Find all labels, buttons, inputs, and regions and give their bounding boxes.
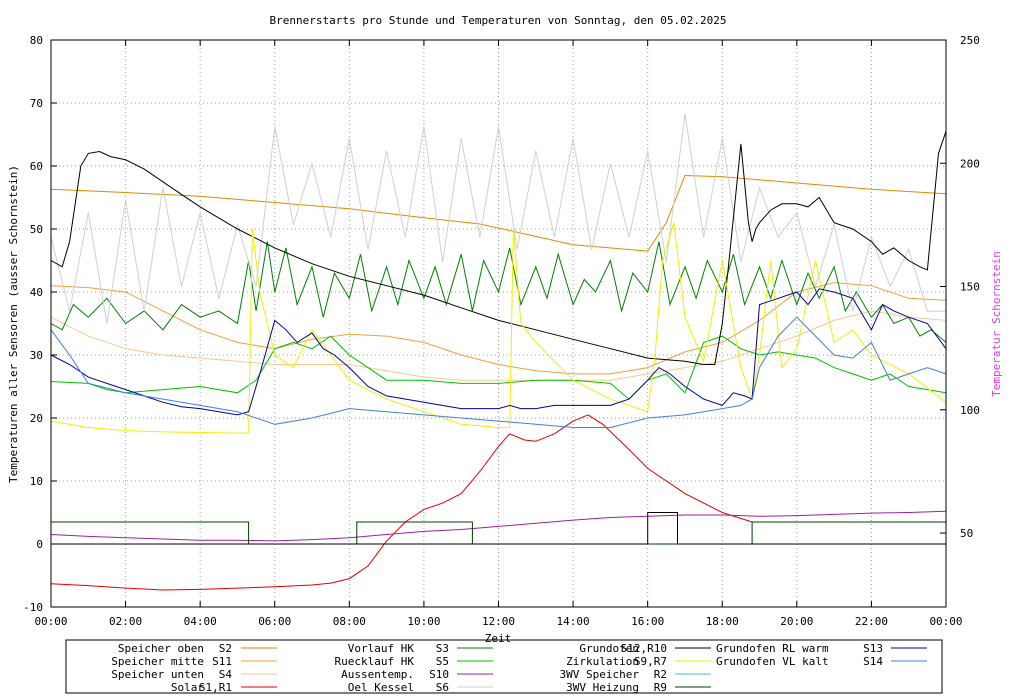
y-tick-label: 50: [30, 223, 43, 236]
y-tick-label: 30: [30, 349, 43, 362]
legend-label: 3WV Heizung: [566, 681, 639, 694]
series-line-vorlauf-hk: [50, 241, 947, 343]
y2-tick-label: 250: [960, 34, 980, 47]
chart-title: Brennerstarts pro Stunde und Temperature…: [270, 14, 727, 27]
series-line-zirkulation: [50, 222, 947, 434]
y-tick-label: 60: [30, 160, 43, 173]
legend-label: Aussentemp.: [341, 668, 414, 681]
legend-code: S13: [863, 642, 883, 655]
y-tick-label: 70: [30, 97, 43, 110]
legend: Speicher oben S2 Speicher mitte S11 Speicher…: [111, 642, 927, 694]
legend-box: [65, 639, 943, 694]
y2-tick-label: 50: [960, 527, 973, 540]
legend-label: Zirkulation: [566, 655, 639, 668]
y-tick-label: 80: [30, 34, 43, 47]
legend-label: Vorlauf HK: [348, 642, 415, 655]
series-line-3wv-speicher: [51, 512, 946, 545]
y-tick-label: 40: [30, 286, 43, 299]
legend-code: S11: [212, 655, 232, 668]
series-group: [50, 113, 947, 591]
legend-label: Grundofen: [579, 642, 639, 655]
x-tick-label: 20:00: [780, 615, 813, 628]
x-tick-label: 12:00: [482, 615, 515, 628]
x-tick-label: 08:00: [333, 615, 366, 628]
legend-code: R9: [654, 681, 667, 694]
y-tick-label: 20: [30, 412, 43, 425]
x-tick-label: 00:00: [929, 615, 962, 628]
series-line-grundofen-vl-kalt: [50, 316, 947, 428]
legend-code: S9,R7: [634, 655, 667, 668]
x-axis-label: Zeit: [485, 632, 512, 645]
legend-code: S12,R10: [621, 642, 667, 655]
legend-label: Grundofen VL kalt: [716, 655, 829, 668]
legend-label: Speicher mitte: [111, 655, 204, 668]
series-line-oel-kessel: [50, 113, 946, 324]
legend-label: Solar: [171, 681, 204, 694]
series-line-grundofen: [50, 131, 947, 365]
series-line-aussentemp: [50, 510, 947, 542]
legend-code: S14: [863, 655, 883, 668]
legend-code: S6: [436, 681, 449, 694]
series-line-solar: [50, 414, 753, 591]
x-tick-label: 04:00: [184, 615, 217, 628]
y-tick-label: -10: [23, 601, 43, 614]
legend-code: S1,R1: [199, 681, 232, 694]
legend-code: S10: [429, 668, 449, 681]
legend-label: Ruecklauf HK: [335, 655, 415, 668]
x-tick-label: 18:00: [706, 615, 739, 628]
y2-tick-label: 150: [960, 281, 980, 294]
x-tick-label: 14:00: [557, 615, 590, 628]
x-tick-label: 00:00: [34, 615, 67, 628]
legend-label: Speicher unten: [111, 668, 204, 681]
legend-code: S5: [436, 655, 449, 668]
y2-tick-label: 100: [960, 404, 980, 417]
series-line-3wv-heizung: [51, 521, 946, 545]
legend-label: Grundofen RL warm: [716, 642, 829, 655]
legend-label: 3WV Speicher: [560, 668, 640, 681]
legend-code: S3: [436, 642, 449, 655]
series-line-speicher-oben: [50, 174, 947, 252]
y2-axis-label: Temperatur Schornstein: [990, 251, 1003, 397]
x-tick-label: 06:00: [258, 615, 291, 628]
tick-group: 00:00 02:00 04:00 06:00 08:00 10:00 12:00 14:00…: [23, 34, 980, 628]
series-line-grundofen-rl-warm: [50, 288, 947, 416]
legend-code: S2: [219, 642, 232, 655]
legend-label: Speicher oben: [118, 642, 204, 655]
x-tick-label: 22:00: [855, 615, 888, 628]
x-tick-label: 16:00: [631, 615, 664, 628]
legend-code: S4: [219, 668, 233, 681]
legend-code: R2: [654, 668, 667, 681]
y-axis-label: Temperaturen aller Sensoren (ausser Scho…: [7, 165, 20, 483]
legend-label: Oel Kessel: [348, 681, 414, 694]
y-tick-label: 0: [36, 538, 43, 551]
y-tick-label: 10: [30, 475, 43, 488]
x-tick-label: 02:00: [109, 615, 142, 628]
x-tick-label: 10:00: [407, 615, 440, 628]
series-line-speicher-unten: [50, 310, 947, 381]
y2-tick-label: 200: [960, 157, 980, 170]
